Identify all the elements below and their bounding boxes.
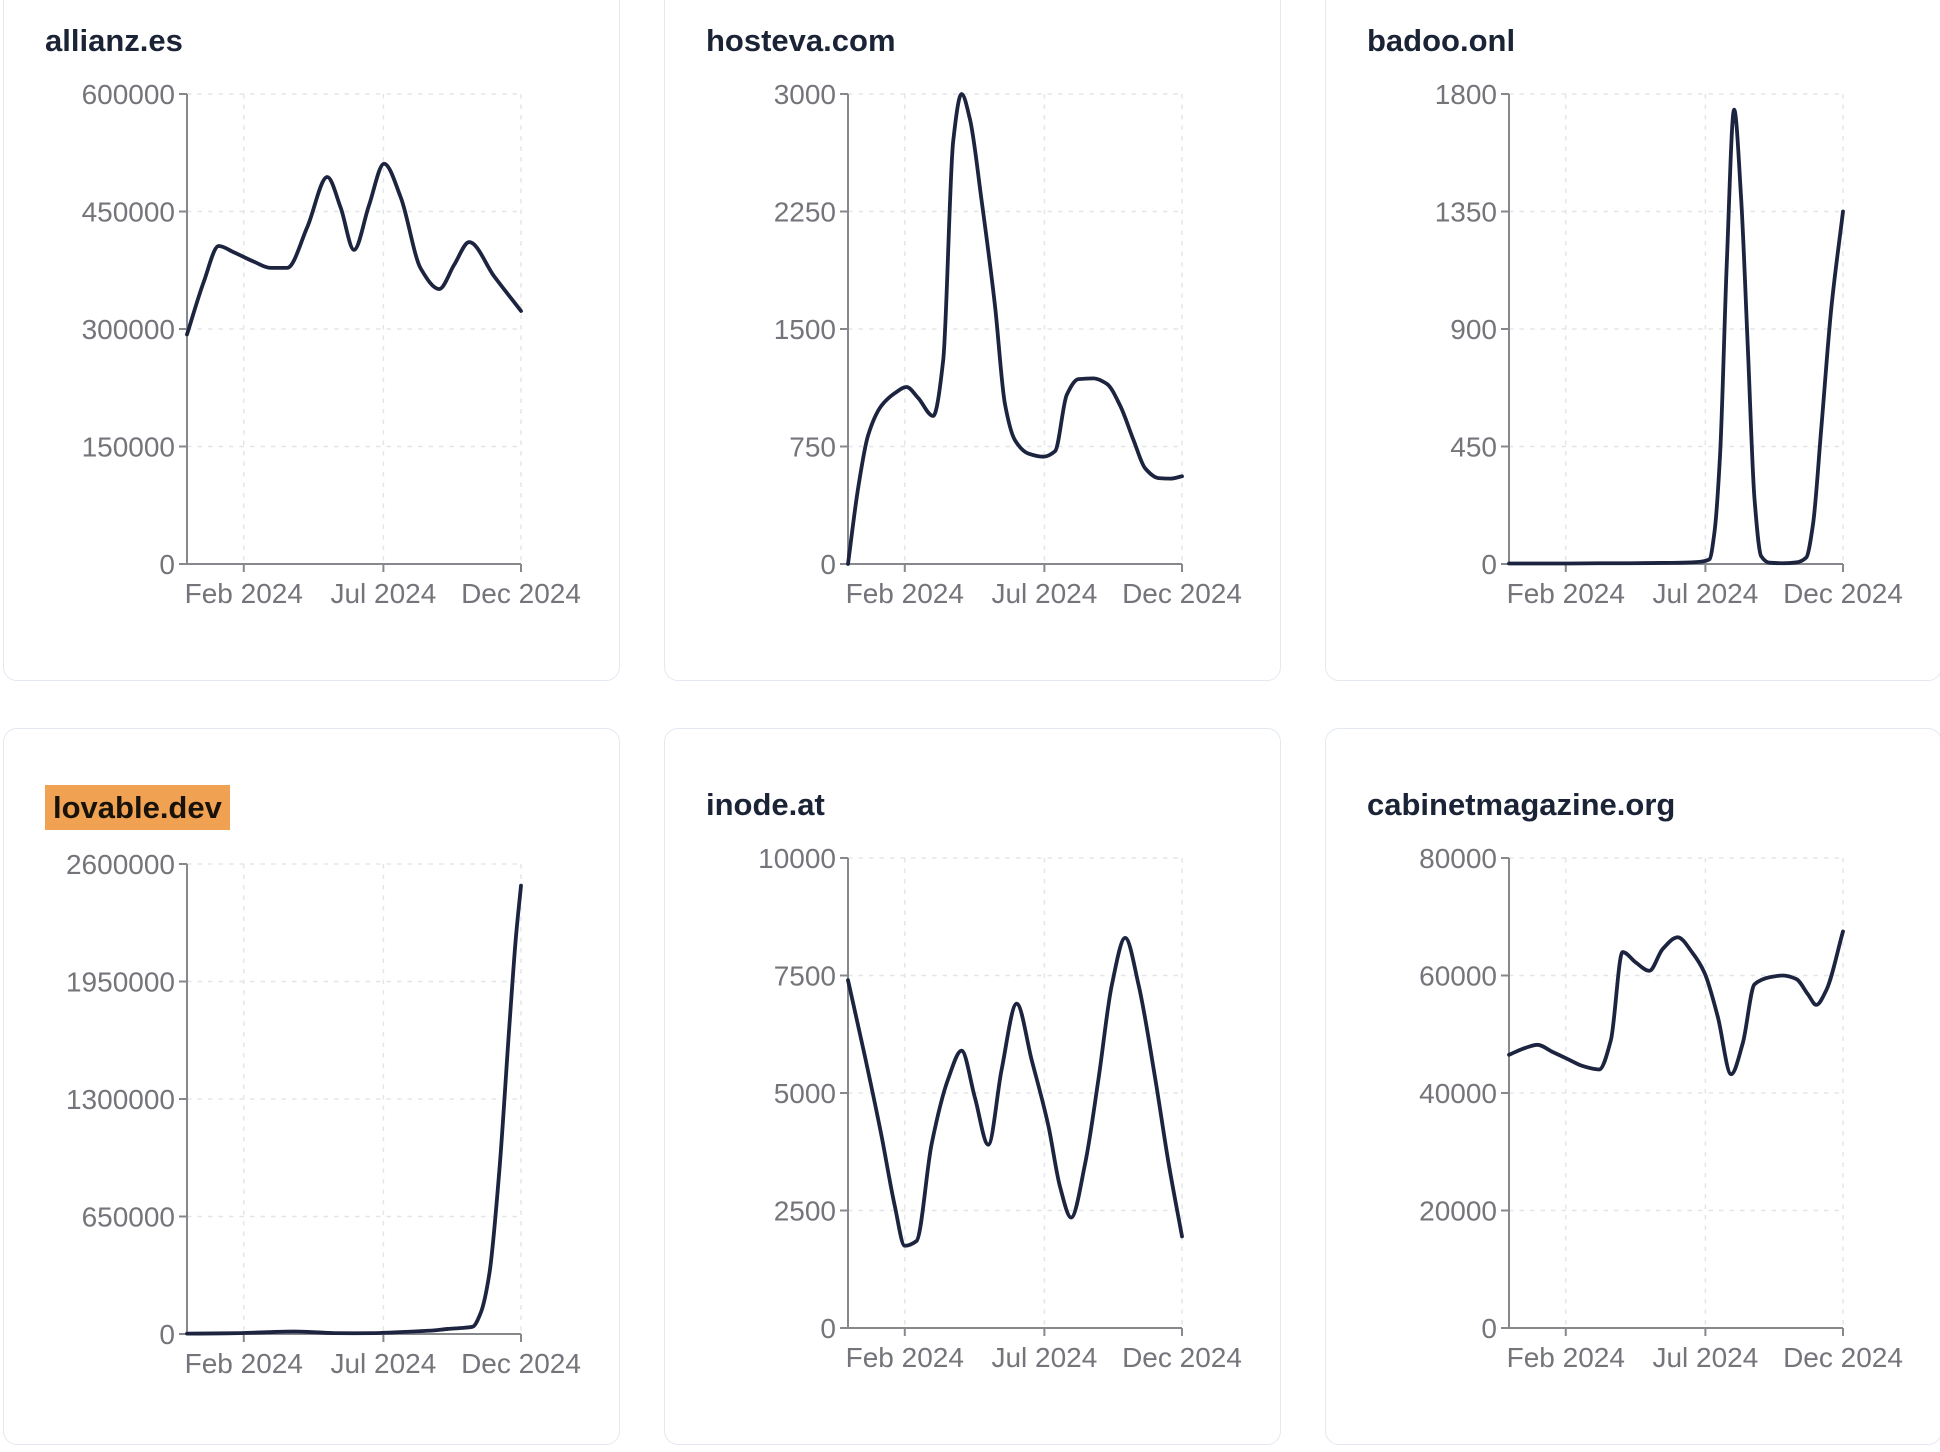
x-tick-label: Jul 2024 xyxy=(1652,578,1758,609)
x-tick-label: Dec 2024 xyxy=(461,578,581,609)
y-tick-label: 650000 xyxy=(82,1202,175,1233)
chart-title: cabinetmagazine.org xyxy=(1367,785,1940,824)
y-tick-label: 0 xyxy=(159,549,175,580)
y-tick-label: 10000 xyxy=(758,843,836,874)
y-tick-label: 1300000 xyxy=(66,1084,175,1115)
chart-title: hosteva.com xyxy=(706,21,1280,60)
x-tick-label: Dec 2024 xyxy=(1783,578,1903,609)
domain-chart-card[interactable]: inode.at 0 2500 5000 7500 10000 Feb 2024 Jul 2… xyxy=(664,728,1281,1445)
chart-title: allianz.es xyxy=(45,21,619,60)
line-chart: 0 450 900 1350 1800 Feb 2024 Jul 2024 Dec 2024 xyxy=(1435,79,1903,609)
y-tick-label: 300000 xyxy=(82,314,175,345)
line-chart: 0 2500 5000 7500 10000 Feb 2024 Jul 2024 Dec 20… xyxy=(758,843,1242,1373)
y-tick-label: 3000 xyxy=(774,79,836,110)
series-line xyxy=(185,161,523,337)
x-tick-label: Dec 2024 xyxy=(1122,1342,1242,1373)
y-tick-label: 40000 xyxy=(1419,1078,1497,1109)
y-tick-label: 0 xyxy=(159,1319,175,1350)
y-tick-label: 0 xyxy=(1481,1313,1497,1344)
y-tick-label: 1350 xyxy=(1435,197,1497,228)
x-tick-label: Feb 2024 xyxy=(185,578,303,609)
y-tick-label: 0 xyxy=(820,1313,836,1344)
domain-charts-grid: allianz.es 0 150000 300000 450000 600000 Feb … xyxy=(3,0,1940,1445)
y-tick-label: 2600000 xyxy=(66,849,175,880)
y-tick-label: 450 xyxy=(1450,432,1497,463)
domain-chart-card[interactable]: cabinetmagazine.org 0 20000 40000 60000 8000… xyxy=(1325,728,1940,1445)
y-tick-label: 1500 xyxy=(774,314,836,345)
y-tick-label: 7500 xyxy=(774,961,836,992)
line-chart: 0 750 1500 2250 3000 Feb 2024 Jul 2024 Dec 2024 xyxy=(774,79,1242,609)
x-tick-label: Dec 2024 xyxy=(1783,1342,1903,1373)
line-chart: 0 150000 300000 450000 600000 Feb 2024 Jul 202… xyxy=(82,79,581,609)
chart-title: badoo.onl xyxy=(1367,21,1940,60)
chart-title: lovable.dev xyxy=(45,785,619,830)
series-line xyxy=(185,883,523,1336)
y-tick-label: 1800 xyxy=(1435,79,1497,110)
y-tick-label: 600000 xyxy=(82,79,175,110)
x-tick-label: Jul 2024 xyxy=(1652,1342,1758,1373)
line-chart: 0 650000 1300000 1950000 2600000 Feb 2024 Jul … xyxy=(66,849,581,1379)
y-tick-label: 0 xyxy=(820,549,836,580)
x-tick-label: Jul 2024 xyxy=(330,1348,436,1379)
domain-chart-card[interactable]: badoo.onl 0 450 900 1350 1800 Feb 2024 Jul 202… xyxy=(1325,0,1940,681)
x-tick-label: Feb 2024 xyxy=(185,1348,303,1379)
y-tick-label: 2500 xyxy=(774,1196,836,1227)
series-line xyxy=(846,936,1184,1248)
y-tick-label: 1950000 xyxy=(66,967,175,998)
y-tick-label: 5000 xyxy=(774,1078,836,1109)
x-tick-label: Feb 2024 xyxy=(846,1342,964,1373)
x-tick-label: Feb 2024 xyxy=(1507,1342,1625,1373)
x-tick-label: Jul 2024 xyxy=(991,578,1097,609)
chart-title-text: inode.at xyxy=(706,787,825,822)
x-tick-label: Feb 2024 xyxy=(846,578,964,609)
chart-title-text: badoo.onl xyxy=(1367,23,1516,58)
chart-title-text: lovable.dev xyxy=(45,785,230,830)
x-tick-label: Dec 2024 xyxy=(461,1348,581,1379)
y-tick-label: 60000 xyxy=(1419,961,1497,992)
series-line xyxy=(1507,929,1845,1077)
x-tick-label: Jul 2024 xyxy=(330,578,436,609)
chart-title-text: hosteva.com xyxy=(706,23,896,58)
y-tick-label: 450000 xyxy=(82,197,175,228)
y-tick-label: 2250 xyxy=(774,197,836,228)
domain-chart-card[interactable]: allianz.es 0 150000 300000 450000 600000 Feb … xyxy=(3,0,620,681)
x-tick-label: Feb 2024 xyxy=(1507,578,1625,609)
y-tick-label: 80000 xyxy=(1419,843,1497,874)
y-tick-label: 150000 xyxy=(82,432,175,463)
y-tick-label: 20000 xyxy=(1419,1196,1497,1227)
x-tick-label: Jul 2024 xyxy=(991,1342,1097,1373)
chart-title-text: cabinetmagazine.org xyxy=(1367,787,1676,822)
x-tick-label: Dec 2024 xyxy=(1122,578,1242,609)
y-tick-label: 900 xyxy=(1450,314,1497,345)
chart-title: inode.at xyxy=(706,785,1280,824)
domain-chart-card[interactable]: hosteva.com 0 750 1500 2250 3000 Feb 2024 Jul … xyxy=(664,0,1281,681)
y-tick-label: 750 xyxy=(789,432,836,463)
series-line xyxy=(1507,107,1845,566)
line-chart: 0 20000 40000 60000 80000 Feb 2024 Jul 2024 Dec… xyxy=(1419,843,1903,1373)
domain-chart-card[interactable]: lovable.dev 0 650000 1300000 1950000 2600000… xyxy=(3,728,620,1445)
y-tick-label: 0 xyxy=(1481,549,1497,580)
series-line xyxy=(846,92,1184,566)
chart-title-text: allianz.es xyxy=(45,23,183,58)
